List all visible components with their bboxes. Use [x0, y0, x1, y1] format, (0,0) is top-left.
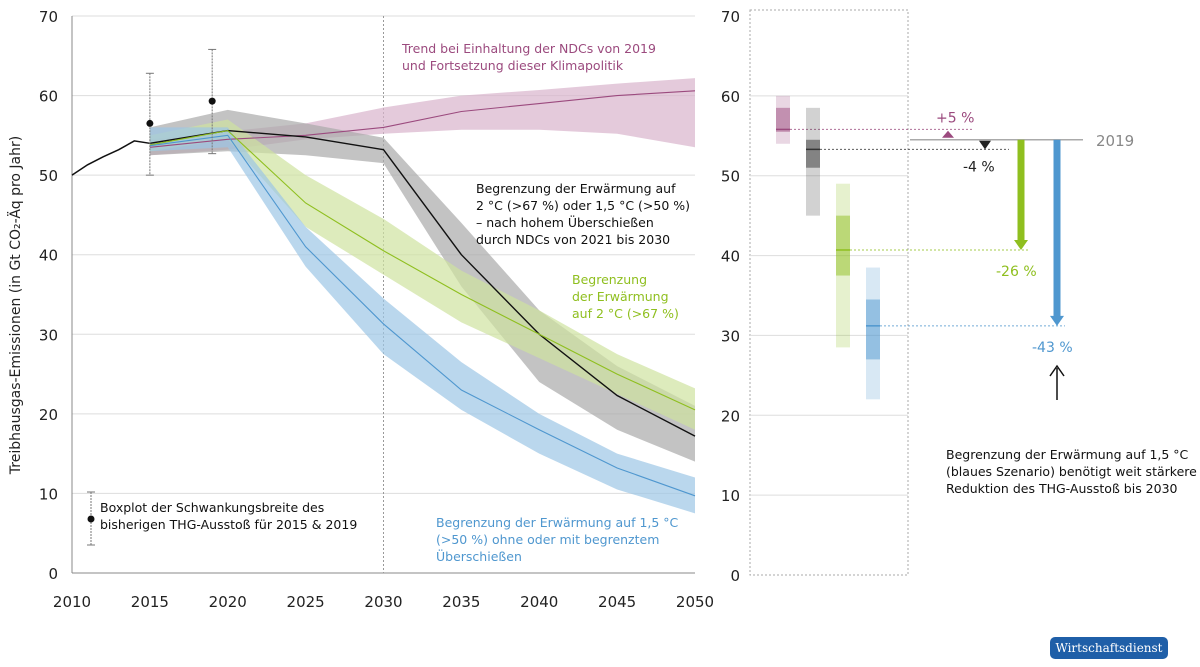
x-tick-label: 2025 — [287, 593, 325, 611]
reference-label: 2019 — [1096, 132, 1134, 150]
annotation-2c: Begrenzung der Erwärmung auf 2 °C (>67 %) — [572, 272, 679, 321]
annotation-boxplot: Boxplot der Schwankungsbreite des bisheri… — [100, 500, 358, 532]
annotation-overshoot: Begrenzung der Erwärmung auf 2 °C (>67 %)… — [476, 181, 691, 247]
change-label-ndc: +5 % — [936, 110, 974, 126]
band-1_5c — [149, 127, 695, 514]
change-label-1_5c: -43 % — [1032, 340, 1073, 356]
y-tick-label: 70 — [721, 8, 740, 26]
annotation-ndc: Trend bei Einhaltung der NDCs von 2019 un… — [402, 41, 656, 73]
band-overshoot — [149, 109, 695, 462]
annotation-1-5c: Begrenzung der Erwärmung auf 1,5 °C (>50 … — [436, 515, 679, 564]
boxplot-point — [208, 97, 216, 105]
band-2c — [149, 119, 695, 430]
y-tick-label: 40 — [721, 248, 740, 266]
y-tick-label: 30 — [39, 326, 58, 344]
y-tick-label: 10 — [39, 485, 58, 503]
x-tick-label: 2030 — [364, 593, 402, 611]
change-arrow-2c — [1014, 239, 1028, 250]
change-arrow-shaft-1_5c — [1053, 139, 1061, 317]
source-logo: Wirtschaftsdienst — [1050, 637, 1168, 659]
change-label-2c: -26 % — [996, 264, 1037, 280]
annotation-right: Begrenzung der Erwärmung auf 1,5 °C (blau… — [946, 447, 1197, 496]
line-overshoot — [149, 129, 696, 437]
range-bar-inner-2c — [836, 215, 850, 276]
y-tick-label: 0 — [730, 567, 740, 585]
x-tick-label: 2035 — [442, 593, 480, 611]
y-tick-label: 40 — [39, 247, 58, 265]
legend-boxplot-point — [87, 515, 95, 523]
change-arrow-ndc — [942, 130, 954, 138]
x-tick-label: 2020 — [209, 593, 247, 611]
x-tick-label: 2010 — [53, 593, 91, 611]
y-tick-label: 0 — [48, 565, 58, 583]
y-tick-label: 20 — [39, 406, 58, 424]
x-tick-label: 2045 — [598, 593, 636, 611]
change-arrow-1_5c — [1050, 315, 1064, 326]
pointer-arrow-icon — [1049, 364, 1065, 377]
y-tick-label: 60 — [721, 88, 740, 106]
boxplot-point — [146, 119, 154, 127]
range-bar-inner-overshoot — [806, 139, 820, 168]
range-bar-inner-ndc — [776, 107, 790, 132]
range-bar-inner-1_5c — [866, 299, 880, 360]
x-tick-label: 2015 — [131, 593, 169, 611]
change-arrow-shaft-2c — [1017, 139, 1025, 241]
y-tick-label: 50 — [721, 168, 740, 186]
y-tick-label: 20 — [721, 407, 740, 425]
y-tick-label: 60 — [39, 88, 58, 106]
change-label-overshoot: -4 % — [963, 159, 995, 175]
x-tick-label: 2040 — [520, 593, 558, 611]
line-1_5c — [149, 134, 696, 497]
line-historical — [71, 140, 150, 176]
y-tick-label: 50 — [39, 167, 58, 185]
line-ndc — [149, 90, 696, 148]
change-arrow-overshoot — [979, 140, 991, 150]
y-tick-label: 10 — [721, 487, 740, 505]
line-2c — [149, 129, 696, 411]
y-tick-label: 30 — [721, 327, 740, 345]
x-tick-label: 2050 — [676, 593, 714, 611]
right-panel-frame — [749, 9, 909, 576]
y-tick-label: 70 — [39, 8, 58, 26]
y-axis-label: Treibhausgas-Emissionen (in Gt CO₂-Äq pr… — [6, 136, 24, 475]
